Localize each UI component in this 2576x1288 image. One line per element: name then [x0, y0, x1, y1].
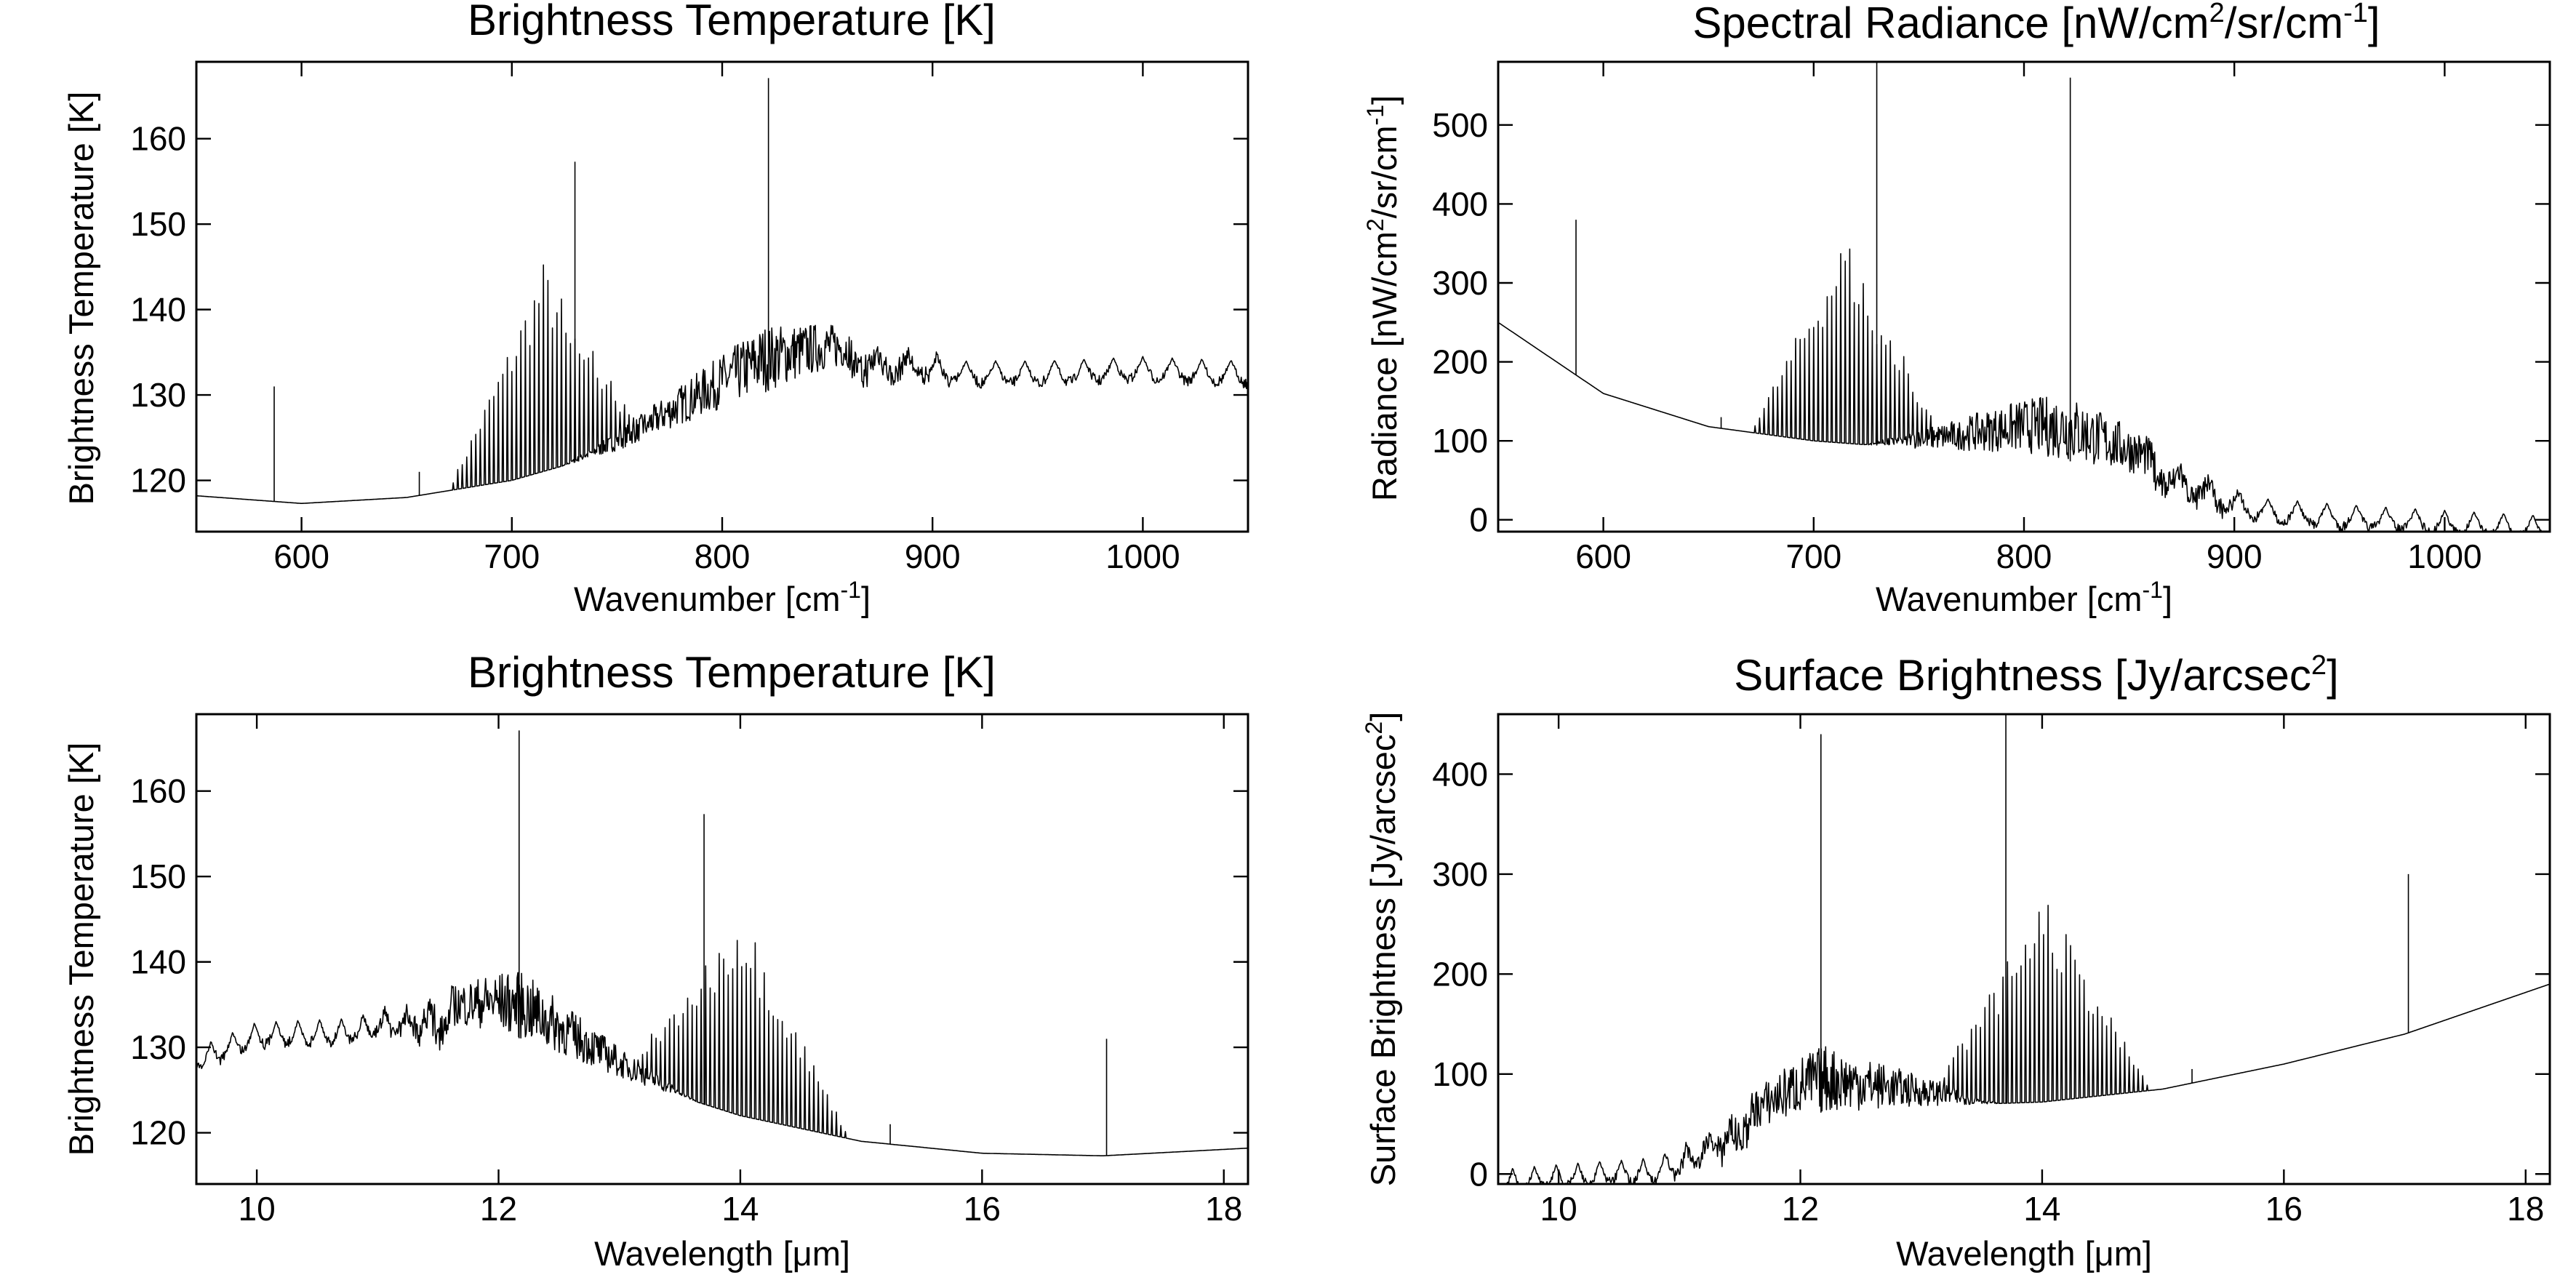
y-tick-label: 100 [1432, 422, 1488, 460]
x-axis-label: Wavelength [μm] [1896, 1234, 2152, 1273]
y-tick-label: 140 [130, 291, 186, 329]
y-axis-label: Brightness Temperature [K] [62, 743, 100, 1156]
y-tick-label: 300 [1432, 264, 1488, 302]
y-tick-label: 200 [1432, 955, 1488, 993]
x-tick-label: 1000 [1105, 537, 1180, 575]
y-tick-label: 120 [130, 1114, 186, 1152]
panel-title: Brightness Temperature [K] [468, 0, 996, 44]
x-tick-label: 800 [695, 537, 751, 575]
y-tick-label: 160 [130, 120, 186, 158]
x-tick-label: 700 [1785, 537, 1841, 575]
y-tick-label: 400 [1432, 185, 1488, 223]
plot-frame [195, 713, 1249, 1185]
x-tick-label: 900 [2207, 537, 2263, 575]
y-tick-label: 100 [1432, 1055, 1488, 1093]
spectrum-series [1498, 714, 2551, 1185]
y-tick-label: 130 [130, 1028, 186, 1066]
y-tick-label: 500 [1432, 106, 1488, 144]
axis-ticks: 600 700 800 900 1000 0 100 200 300 400 500 [1432, 62, 2550, 575]
x-tick-label: 16 [964, 1190, 1001, 1228]
x-tick-label: 900 [905, 537, 961, 575]
x-tick-label: 12 [480, 1190, 517, 1228]
spectrum-series [196, 78, 1249, 504]
x-tick-label: 600 [273, 537, 329, 575]
y-tick-label: 150 [130, 857, 186, 895]
y-axis-label: Surface Brightness [Jy/arcsec2] [1361, 712, 1402, 1187]
panel-brightness-temperature-wavenumber: Brightness Temperature [K] 600 700 800 900 1… [62, 0, 1249, 618]
x-tick-label: 800 [1996, 537, 2052, 575]
y-tick-label: 0 [1469, 1155, 1488, 1193]
x-tick-label: 14 [2023, 1190, 2060, 1228]
x-tick-label: 14 [721, 1190, 759, 1228]
plot-frame [195, 60, 1249, 533]
spectrum-line [1497, 248, 2550, 532]
x-axis-label: Wavenumber [cm-1] [1876, 577, 2172, 618]
spectrum-line [196, 264, 1249, 504]
x-tick-label: 700 [484, 537, 540, 575]
panel-title: Spectral Radiance [nW/cm2/sr/cm-1] [1692, 0, 2380, 47]
panel-spectral-radiance: Spectral Radiance [nW/cm2/sr/cm-1] 600 70… [1362, 0, 2551, 618]
y-tick-label: 160 [130, 772, 186, 810]
y-tick-label: 120 [130, 462, 186, 500]
spectrum-line [1498, 905, 2551, 1185]
axis-ticks: 10 12 14 16 18 0 100 200 300 400 [1432, 714, 2550, 1228]
y-tick-label: 200 [1432, 343, 1488, 381]
x-tick-label: 600 [1575, 537, 1631, 575]
panel-surface-brightness: Surface Brightness [Jy/arcsec2] 10 12 14 16… [1361, 650, 2551, 1273]
y-tick-label: 0 [1469, 501, 1488, 539]
x-tick-label: 18 [1205, 1190, 1242, 1228]
spectrum-line [196, 940, 1248, 1156]
y-tick-label: 130 [130, 376, 186, 414]
x-tick-label: 18 [2507, 1190, 2544, 1228]
y-tick-label: 140 [130, 943, 186, 981]
x-tick-label: 16 [2265, 1190, 2303, 1228]
panel-brightness-temperature-wavelength: Brightness Temperature [K] 10 12 14 16 18 120… [62, 648, 1249, 1273]
plot-frame [1497, 60, 2551, 533]
plot-frame [1497, 713, 2551, 1185]
axis-ticks: 10 12 14 16 18 120 130 140 150 160 [130, 714, 1248, 1228]
x-tick-label: 12 [1782, 1190, 1819, 1228]
spectrum-series [1497, 62, 2550, 532]
panel-title: Surface Brightness [Jy/arcsec2] [1734, 650, 2338, 700]
x-tick-label: 10 [239, 1190, 276, 1228]
x-tick-label: 10 [1540, 1190, 1577, 1228]
x-axis-label: Wavelength [μm] [594, 1234, 850, 1273]
panel-title: Brightness Temperature [K] [468, 648, 996, 697]
axis-ticks: 600 700 800 900 1000 120 130 140 150 160 [130, 62, 1248, 575]
y-tick-label: 400 [1432, 755, 1488, 793]
y-tick-label: 150 [130, 205, 186, 243]
y-tick-label: 300 [1432, 855, 1488, 893]
y-axis-label: Brightness Temperature [K] [62, 92, 100, 505]
x-tick-label: 1000 [2407, 537, 2481, 575]
spectrum-series [196, 730, 1248, 1156]
x-axis-label: Wavenumber [cm-1] [574, 577, 871, 618]
y-axis-label: Radiance [nW/cm2/sr/cm-1] [1362, 95, 1404, 501]
